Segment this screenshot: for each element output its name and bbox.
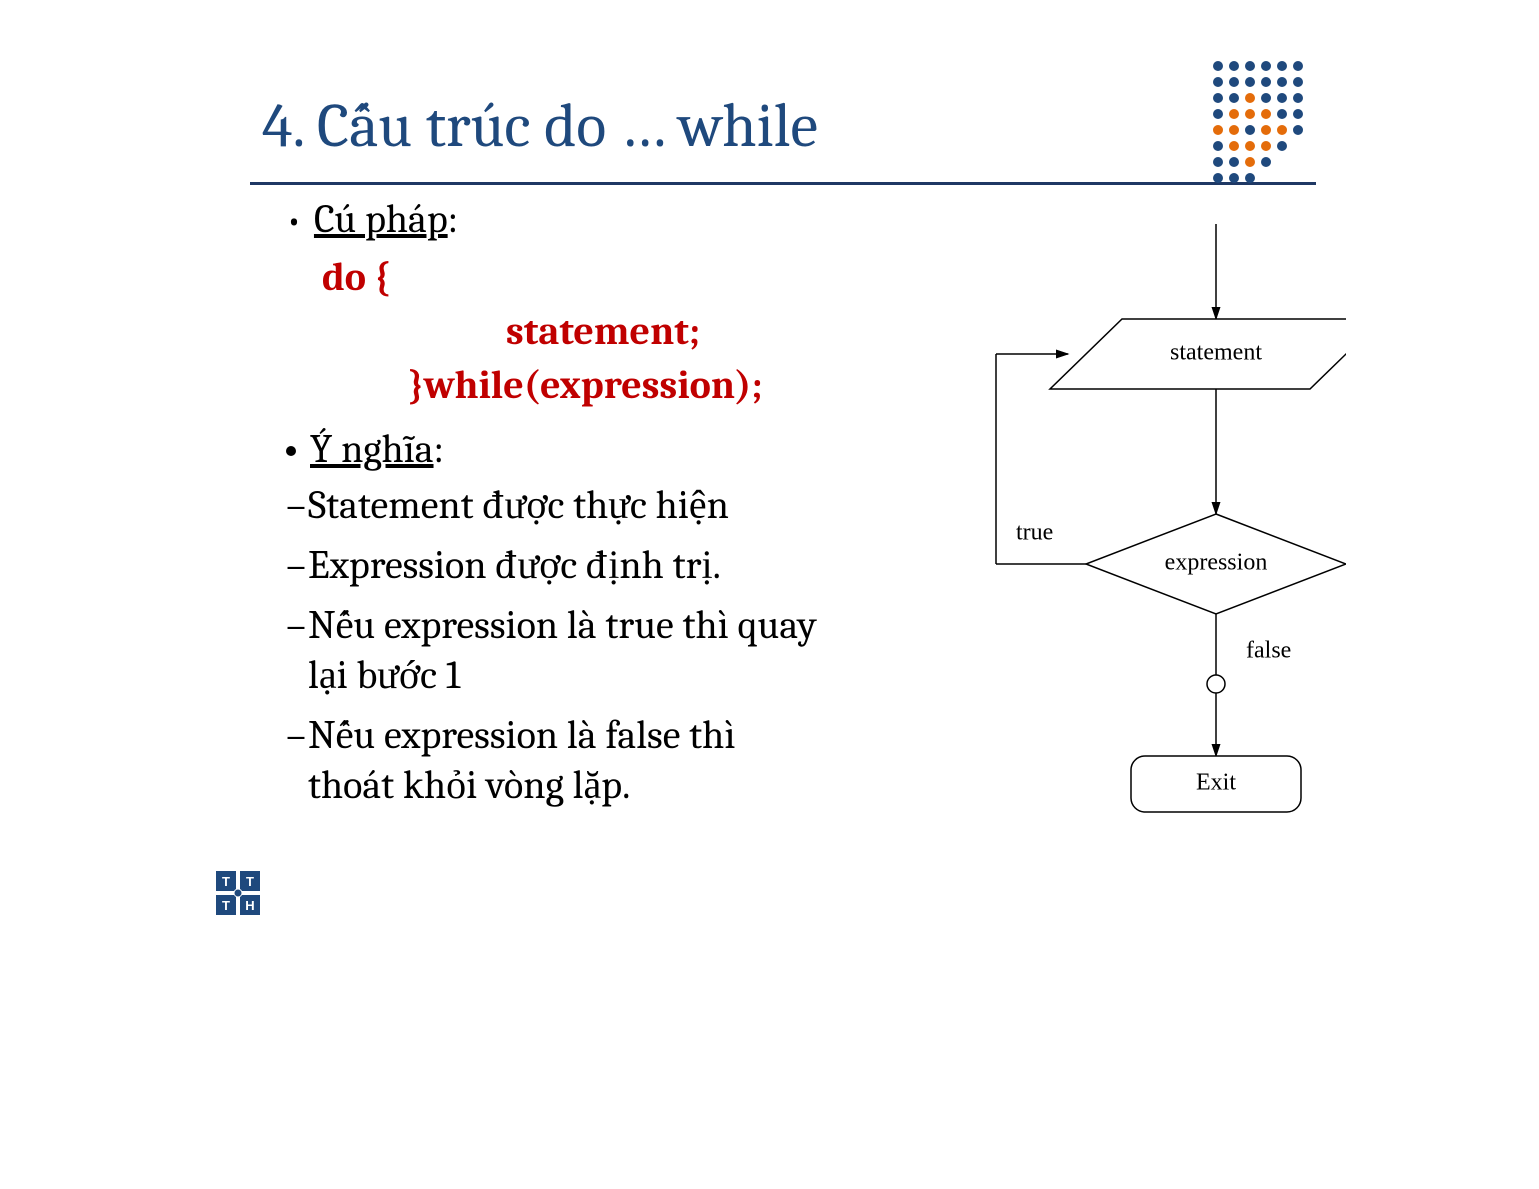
svg-text:T: T <box>222 874 230 889</box>
dash-icon: – <box>286 710 306 760</box>
svg-text:expression: expression <box>1165 550 1268 576</box>
meaning-item: –Statement được thực hiện <box>286 480 906 530</box>
meaning-item: –Nếu expression là true thì quay lại bướ… <box>286 600 906 700</box>
meaning-text: Statement được thực hiện <box>308 480 729 530</box>
syntax-line-2: statement; <box>506 304 906 358</box>
svg-text:H: H <box>245 898 254 913</box>
meaning-text: Nếu expression là true thì quay lại bước… <box>308 600 818 700</box>
content-area: • Cú pháp: do { statement; }while(expres… <box>286 196 906 820</box>
meaning-list: –Statement được thực hiện–Expression đượ… <box>286 480 906 810</box>
dot-pattern-decoration <box>1210 58 1320 198</box>
svg-text:false: false <box>1246 638 1291 664</box>
meaning-label: Ý nghĩa <box>310 426 434 472</box>
dash-icon: – <box>286 480 306 530</box>
meaning-text: Expression được định trị. <box>308 540 721 590</box>
syntax-heading: • Cú pháp: <box>286 196 906 242</box>
meaning-item: –Expression được định trị. <box>286 540 906 590</box>
syntax-line-1: do { <box>322 250 906 304</box>
syntax-label: Cú pháp <box>314 196 448 242</box>
bullet-icon: • <box>286 203 302 239</box>
meaning-heading: Ý nghĩa: <box>286 426 906 472</box>
svg-text:T: T <box>222 898 230 913</box>
tth-logo: TTTH <box>214 869 262 917</box>
bullet-icon <box>286 446 296 456</box>
slide: 4. Cấu trúc do … while • Cú pháp: do { s… <box>154 0 1386 951</box>
syntax-block: do { statement; }while(expression); <box>322 250 906 412</box>
dash-icon: – <box>286 540 306 590</box>
slide-title: 4. Cấu trúc do … while <box>262 90 818 162</box>
title-underline <box>250 182 1316 185</box>
svg-text:statement: statement <box>1170 340 1262 366</box>
syntax-line-3: }while(expression); <box>408 358 906 412</box>
meaning-text: Nếu expression là false thì thoát khỏi v… <box>308 710 818 810</box>
svg-text:true: true <box>1016 520 1053 546</box>
flowchart-diagram: statement expression Exit false true <box>936 224 1346 844</box>
meaning-item: –Nếu expression là false thì thoát khỏi … <box>286 710 906 810</box>
dash-icon: – <box>286 600 306 650</box>
svg-text:T: T <box>246 874 254 889</box>
svg-text:Exit: Exit <box>1196 770 1236 796</box>
